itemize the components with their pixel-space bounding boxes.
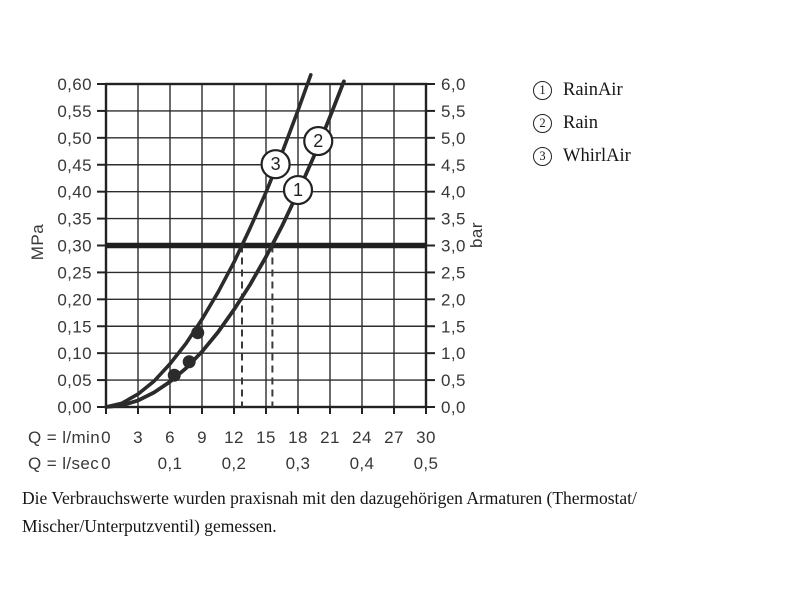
y-tick-label-mpa: 0,30 <box>57 237 92 256</box>
y-tick-label-bar: 2,0 <box>441 290 466 309</box>
x-tick-label-lmin: 24 <box>352 428 372 447</box>
x-tick-label-lmin: 9 <box>197 428 207 447</box>
operating-point-dot <box>191 326 205 340</box>
x-tick-label-lmin: 30 <box>416 428 436 447</box>
y-tick-label-bar: 3,0 <box>441 237 466 256</box>
x-tick-label-lmin: 27 <box>384 428 404 447</box>
curve-rain <box>104 79 346 409</box>
x-axis-caption-lsec: Q = l/sec <box>28 454 100 473</box>
curve-label-number-2: 2 <box>313 131 323 151</box>
x-tick-label-lmin: 3 <box>133 428 143 447</box>
y-tick-label-mpa: 0,00 <box>57 398 92 417</box>
curve-label-circle-1 <box>282 174 314 206</box>
x-tick-label-lmin: 18 <box>288 428 308 447</box>
caption: Die Verbrauchswerte wurden praxisnah mit… <box>22 485 782 540</box>
curve-label-circle-2 <box>303 125 334 157</box>
legend: 1 RainAir 2 Rain 3 WhirlAir <box>533 80 631 179</box>
x-tick-label-lmin: 0 <box>101 428 111 447</box>
y-axis-title-left: MPa <box>28 223 47 261</box>
curve-label-number-3: 3 <box>271 154 281 174</box>
y-tick-label-mpa: 0,35 <box>57 210 92 229</box>
legend-label-rainair: RainAir <box>563 79 623 100</box>
x-tick-label-lmin: 6 <box>165 428 175 447</box>
y-tick-label-bar: 1,5 <box>441 317 466 336</box>
legend-item-rainair: 1 RainAir <box>533 80 631 100</box>
y-tick-label-bar: 6,0 <box>441 75 466 94</box>
y-tick-label-mpa: 0,10 <box>57 344 92 363</box>
x-tick-label-lmin: 15 <box>256 428 276 447</box>
legend-item-whirlair: 3 WhirlAir <box>533 146 631 166</box>
y-tick-label-mpa: 0,50 <box>57 129 92 148</box>
curve-label-circle-3 <box>260 149 291 180</box>
legend-number-circle-3: 3 <box>533 146 552 166</box>
y-tick-label-bar: 5,0 <box>441 129 466 148</box>
y-tick-label-mpa: 0,60 <box>57 75 92 94</box>
x-tick-label-lsec: 0,1 <box>158 454 183 473</box>
x-axis-caption-lmin: Q = l/min <box>28 428 101 447</box>
x-tick-label-lsec: 0,3 <box>286 454 311 473</box>
y-tick-label-bar: 1,0 <box>441 344 466 363</box>
y-tick-label-mpa: 0,45 <box>57 156 92 175</box>
legend-label-whirlair: WhirlAir <box>563 145 631 166</box>
x-tick-label-lmin: 21 <box>320 428 340 447</box>
x-tick-label-lsec: 0,5 <box>414 454 439 473</box>
y-tick-label-bar: 0,0 <box>441 398 466 417</box>
y-tick-label-bar: 2,5 <box>441 263 466 282</box>
curve-label-number-1: 1 <box>293 180 303 200</box>
y-tick-label-bar: 5,5 <box>441 102 466 121</box>
x-tick-label-lmin: 12 <box>224 428 244 447</box>
caption-line-2: Mischer/Unterputzventil) gemessen. <box>22 515 277 536</box>
y-tick-label-bar: 4,5 <box>441 156 466 175</box>
y-tick-label-mpa: 0,20 <box>57 290 92 309</box>
curve-whirlair <box>104 73 313 409</box>
y-axis-title-right: bar <box>467 221 486 249</box>
y-tick-label-mpa: 0,55 <box>57 102 92 121</box>
operating-point-dot <box>167 368 181 382</box>
x-tick-label-lsec: 0,4 <box>350 454 375 473</box>
caption-line-1: Die Verbrauchswerte wurden praxisnah mit… <box>22 488 637 508</box>
legend-number-circle-2: 2 <box>533 113 552 133</box>
y-tick-label-mpa: 0,05 <box>57 371 92 390</box>
y-tick-label-bar: 3,5 <box>441 210 466 229</box>
y-tick-label-bar: 4,0 <box>441 183 466 202</box>
y-tick-label-mpa: 0,25 <box>57 263 92 282</box>
operating-point-dot <box>182 355 196 369</box>
legend-item-rain: 2 Rain <box>533 113 631 133</box>
y-tick-label-mpa: 0,40 <box>57 183 92 202</box>
y-tick-label-mpa: 0,15 <box>57 317 92 336</box>
legend-number-circle-1: 1 <box>533 80 552 100</box>
x-tick-label-lsec: 0,2 <box>222 454 247 473</box>
legend-label-rain: Rain <box>563 112 598 133</box>
x-tick-label-lsec: 0 <box>101 454 111 473</box>
y-tick-label-bar: 0,5 <box>441 371 466 390</box>
